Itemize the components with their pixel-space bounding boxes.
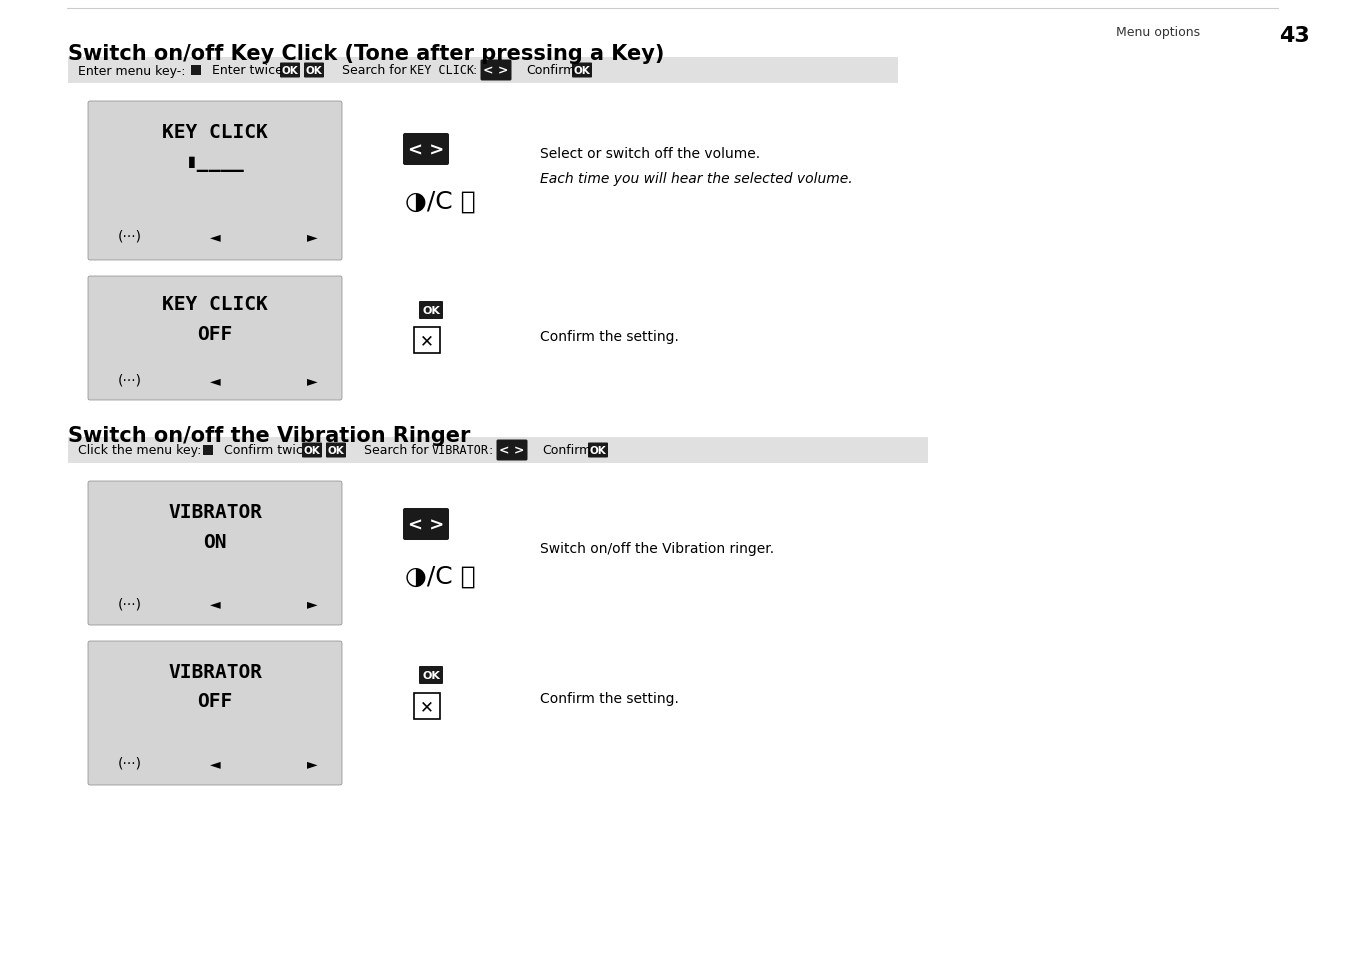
Text: < >: < > <box>408 516 444 534</box>
Text: OK: OK <box>304 446 320 456</box>
FancyBboxPatch shape <box>588 443 608 458</box>
Text: OK: OK <box>422 670 440 680</box>
Text: Search for: Search for <box>364 444 429 457</box>
FancyBboxPatch shape <box>325 443 346 458</box>
Text: KEY CLICK: KEY CLICK <box>163 294 268 314</box>
Text: < >: < > <box>483 65 508 77</box>
Text: Switch on/off the Vibration Ringer: Switch on/off the Vibration Ringer <box>69 426 471 446</box>
Text: OK: OK <box>305 66 323 76</box>
Text: Enter menu key-:: Enter menu key-: <box>78 65 186 77</box>
Text: Click the menu key:: Click the menu key: <box>78 444 202 457</box>
Text: ◄: ◄ <box>210 374 221 388</box>
Text: (···): (···) <box>118 374 143 388</box>
Text: VIBRATOR: VIBRATOR <box>168 661 262 680</box>
FancyBboxPatch shape <box>280 64 300 78</box>
Text: OK: OK <box>573 66 590 76</box>
Text: ►: ► <box>307 374 317 388</box>
FancyBboxPatch shape <box>87 641 342 785</box>
Bar <box>69 437 928 463</box>
Text: (···): (···) <box>118 597 143 610</box>
Text: ►: ► <box>307 597 317 610</box>
Text: VIBRATOR: VIBRATOR <box>432 444 490 457</box>
Text: ✕: ✕ <box>420 698 434 716</box>
Text: OFF: OFF <box>198 324 233 343</box>
Text: Each time you will hear the selected volume.: Each time you will hear the selected vol… <box>539 172 853 186</box>
Bar <box>414 693 440 720</box>
FancyBboxPatch shape <box>420 302 443 319</box>
Text: (···): (···) <box>118 230 143 244</box>
Text: ◑/C ⎓: ◑/C ⎓ <box>405 564 476 588</box>
FancyBboxPatch shape <box>480 60 511 81</box>
Text: ◄: ◄ <box>210 230 221 244</box>
Text: ►: ► <box>307 230 317 244</box>
Text: Confirm:: Confirm: <box>526 65 580 77</box>
Text: 43: 43 <box>1279 26 1310 46</box>
Text: OK: OK <box>589 446 607 456</box>
FancyBboxPatch shape <box>496 440 527 461</box>
Text: ◑/C ⎓: ◑/C ⎓ <box>405 190 476 213</box>
Text: VIBRATOR: VIBRATOR <box>168 502 262 521</box>
Text: ▮____: ▮____ <box>186 152 245 172</box>
Text: OK: OK <box>422 306 440 315</box>
Text: Select or switch off the volume.: Select or switch off the volume. <box>539 147 760 161</box>
FancyBboxPatch shape <box>304 64 324 78</box>
FancyBboxPatch shape <box>404 509 449 540</box>
Text: Confirm the setting.: Confirm the setting. <box>539 330 679 344</box>
Text: ON: ON <box>203 532 227 551</box>
Text: ◄: ◄ <box>210 757 221 770</box>
FancyBboxPatch shape <box>87 481 342 625</box>
FancyBboxPatch shape <box>404 133 449 166</box>
Text: OK: OK <box>328 446 344 456</box>
Bar <box>203 446 213 456</box>
Text: Confirm the setting.: Confirm the setting. <box>539 691 679 705</box>
Text: ►: ► <box>307 757 317 770</box>
Text: (···): (···) <box>118 757 143 770</box>
Bar <box>191 66 200 76</box>
Text: :: : <box>488 444 492 457</box>
FancyBboxPatch shape <box>87 276 342 400</box>
Text: KEY CLICK: KEY CLICK <box>410 65 475 77</box>
Text: Search for: Search for <box>342 65 406 77</box>
Bar <box>69 58 898 84</box>
Text: OK: OK <box>281 66 299 76</box>
Text: Enter twice:: Enter twice: <box>213 65 286 77</box>
Text: < >: < > <box>408 141 444 159</box>
Text: :: : <box>472 65 476 77</box>
Text: Confirm:: Confirm: <box>542 444 596 457</box>
FancyBboxPatch shape <box>303 443 321 458</box>
Text: < >: < > <box>499 444 525 457</box>
Text: Confirm twice:: Confirm twice: <box>225 444 315 457</box>
Text: OFF: OFF <box>198 692 233 711</box>
Text: ✕: ✕ <box>420 332 434 350</box>
Text: Switch on/off Key Click (Tone after pressing a Key): Switch on/off Key Click (Tone after pres… <box>69 44 664 64</box>
FancyBboxPatch shape <box>572 64 592 78</box>
FancyBboxPatch shape <box>420 666 443 684</box>
Text: KEY CLICK: KEY CLICK <box>163 122 268 141</box>
Text: Switch on/off the Vibration ringer.: Switch on/off the Vibration ringer. <box>539 541 775 556</box>
Bar <box>414 328 440 354</box>
FancyBboxPatch shape <box>87 102 342 261</box>
Text: ◄: ◄ <box>210 597 221 610</box>
Text: Menu options: Menu options <box>1116 26 1200 39</box>
